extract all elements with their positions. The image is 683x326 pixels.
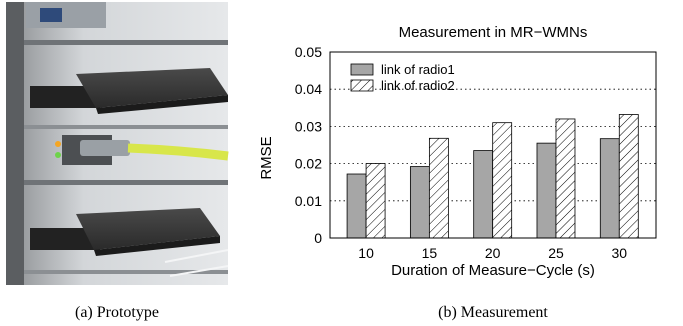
bar-radio2 — [618, 114, 639, 239]
bar-radio2 — [492, 122, 513, 239]
x-tick-label: 20 — [485, 245, 501, 261]
bar-radio1 — [599, 138, 620, 239]
bars — [346, 114, 639, 239]
y-tick-label: 0.02 — [295, 156, 322, 172]
y-tick-label: 0.05 — [295, 44, 322, 60]
y-tick-label: 0.04 — [295, 81, 322, 97]
lower-wireless-card — [76, 208, 220, 250]
legend-label-radio2: link of radio2 — [381, 78, 455, 93]
y-tick-label: 0.03 — [295, 118, 322, 134]
x-tick-label: 10 — [358, 245, 374, 261]
bar-radio1 — [536, 142, 557, 239]
lower-slot — [30, 228, 100, 250]
x-tick-label: 25 — [548, 245, 564, 261]
x-tick-labels: 10 15 20 25 30 — [358, 245, 627, 261]
plot-frame — [329, 51, 657, 239]
x-axis-label: Duration of Measure−Cycle (s) — [391, 262, 595, 279]
bar-radio1 — [346, 173, 367, 239]
x-tick-label: 15 — [422, 245, 438, 261]
cable-plug — [80, 140, 130, 156]
bar-radio1 — [409, 166, 430, 239]
bar-radio2 — [428, 137, 449, 239]
y-tick-labels: 0 0.01 0.02 0.03 0.04 0.05 — [295, 44, 322, 246]
legend-swatch-radio1 — [350, 63, 374, 76]
yellow-cable — [127, 143, 229, 161]
y-axis-label: RMSE — [258, 136, 275, 179]
y-tick-label: 0 — [314, 230, 322, 246]
upper-wireless-card — [76, 68, 228, 108]
bar-radio1 — [473, 150, 494, 239]
legend-swatch-radio2 — [350, 79, 374, 92]
x-tick-label: 30 — [611, 245, 627, 261]
bar-radio2 — [555, 118, 576, 239]
caption-b: (b) Measurement — [438, 304, 548, 321]
upper-slot — [30, 86, 100, 108]
bar-radio2 — [365, 163, 386, 239]
prototype-photo — [6, 2, 229, 285]
caption-a: (a) Prototype — [75, 304, 159, 321]
led-orange — [55, 141, 61, 147]
legend: link of radio1 link of radio2 — [350, 62, 455, 93]
chart-title: Measurement in MR−WMNs — [399, 24, 588, 41]
legend-label-radio1: link of radio1 — [381, 62, 455, 77]
led-green — [55, 152, 61, 158]
y-tick-label: 0.01 — [295, 193, 322, 209]
bar-chart: Measurement in MR−WMNs 0 0.01 0.02 0.03 0.04… — [258, 24, 657, 279]
